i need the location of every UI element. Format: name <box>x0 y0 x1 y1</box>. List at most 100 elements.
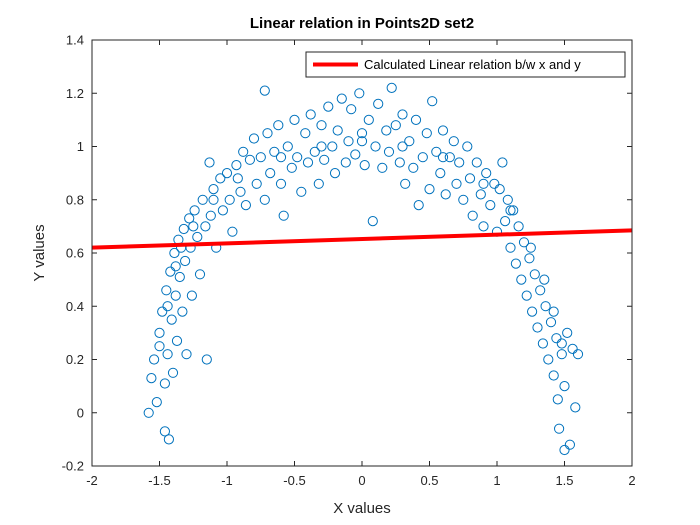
data-point-7 <box>159 426 170 437</box>
data-point-5 <box>157 306 168 317</box>
x-axis-label: X values <box>333 500 391 517</box>
data-point-81 <box>363 114 374 126</box>
y-axis-label: Y values <box>31 224 48 281</box>
data-point-125 <box>508 205 519 216</box>
legend: Calculated Linear relation b/w x and y <box>305 51 626 78</box>
data-point-45 <box>244 154 255 165</box>
data-point-85 <box>377 162 388 173</box>
data-point-10 <box>163 434 174 445</box>
data-point-76 <box>346 104 357 115</box>
x-tick-label: -0.5 <box>283 473 305 488</box>
data-point-21 <box>180 255 191 267</box>
data-point-66 <box>313 178 324 189</box>
data-point-62 <box>300 128 311 139</box>
data-point-15 <box>170 290 181 301</box>
data-point-146 <box>559 381 570 392</box>
data-point-46 <box>248 133 260 144</box>
x-tick-label: -1.5 <box>148 473 170 488</box>
x-tick-label: 0.5 <box>420 473 438 488</box>
data-point-58 <box>286 162 297 173</box>
data-point-27 <box>192 231 203 243</box>
data-point-2 <box>149 354 160 365</box>
data-point-86 <box>381 125 392 136</box>
data-point-71 <box>329 168 341 179</box>
data-point-164 <box>478 178 489 189</box>
data-point-23 <box>184 213 195 224</box>
data-point-96 <box>413 200 424 211</box>
data-point-117 <box>485 200 496 211</box>
data-point-90 <box>394 157 405 168</box>
data-point-28 <box>194 269 206 280</box>
data-point-163 <box>437 152 449 163</box>
data-point-154 <box>170 261 181 272</box>
data-point-152 <box>154 341 165 352</box>
data-point-99 <box>424 184 435 195</box>
data-point-169 <box>556 338 567 349</box>
data-point-111 <box>464 173 476 184</box>
data-point-19 <box>177 306 188 317</box>
data-point-110 <box>462 141 473 152</box>
data-point-29 <box>197 194 208 205</box>
plot-area <box>92 40 632 466</box>
y-tick-label: 1.2 <box>66 86 84 101</box>
data-point-127 <box>513 221 524 232</box>
data-point-109 <box>458 194 469 205</box>
data-point-68 <box>319 154 330 165</box>
data-point-95 <box>410 114 422 126</box>
data-point-126 <box>510 258 522 269</box>
data-point-118 <box>489 178 500 189</box>
data-point-134 <box>532 322 543 333</box>
data-point-162 <box>397 141 408 152</box>
data-point-54 <box>273 120 284 131</box>
data-point-151 <box>572 349 584 360</box>
data-point-160 <box>316 141 327 152</box>
data-point-55 <box>275 178 287 189</box>
data-point-0 <box>143 407 154 418</box>
data-point-159 <box>275 152 287 163</box>
data-point-131 <box>524 253 535 264</box>
x-tick-label: 1 <box>493 473 500 488</box>
data-point-166 <box>525 242 536 253</box>
y-tick-label: 0.4 <box>66 299 84 314</box>
data-point-106 <box>448 136 459 147</box>
data-point-141 <box>551 333 562 344</box>
fit-line <box>91 228 633 250</box>
y-tick-label: 0.2 <box>66 352 84 367</box>
data-point-74 <box>340 157 351 168</box>
data-point-50 <box>259 194 270 205</box>
data-point-145 <box>559 444 570 456</box>
data-point-115 <box>478 221 489 232</box>
data-point-137 <box>540 301 551 312</box>
x-tick-label: 1.5 <box>555 473 573 488</box>
data-point-102 <box>435 168 446 179</box>
data-point-32 <box>204 157 215 168</box>
data-point-64 <box>305 109 316 120</box>
data-point-140 <box>548 370 559 381</box>
data-point-128 <box>516 274 527 285</box>
data-point-73 <box>336 93 347 104</box>
y-tick-label: 0 <box>77 405 84 420</box>
data-point-72 <box>332 125 343 136</box>
data-point-20 <box>178 223 189 235</box>
data-point-31 <box>201 354 212 365</box>
data-point-43 <box>238 146 249 157</box>
data-point-18 <box>174 271 185 283</box>
y-tick-label: -0.2 <box>62 459 84 474</box>
x-tick-label: 0 <box>358 473 365 488</box>
data-point-12 <box>166 314 177 325</box>
data-point-148 <box>564 439 576 450</box>
data-point-97 <box>417 152 428 163</box>
x-tick-label: -2 <box>86 473 98 488</box>
x-tick-label: -1 <box>221 473 233 488</box>
scatter-points <box>143 82 584 456</box>
chart-title: Linear relation in Points2D set2 <box>250 15 474 32</box>
y-tick-label: 0.8 <box>66 192 84 207</box>
data-point-49 <box>259 85 270 96</box>
data-point-3 <box>151 397 162 408</box>
data-point-60 <box>292 152 303 163</box>
data-point-8 <box>161 285 172 296</box>
data-point-84 <box>373 98 384 110</box>
data-point-9 <box>162 349 173 360</box>
data-point-65 <box>309 146 320 157</box>
